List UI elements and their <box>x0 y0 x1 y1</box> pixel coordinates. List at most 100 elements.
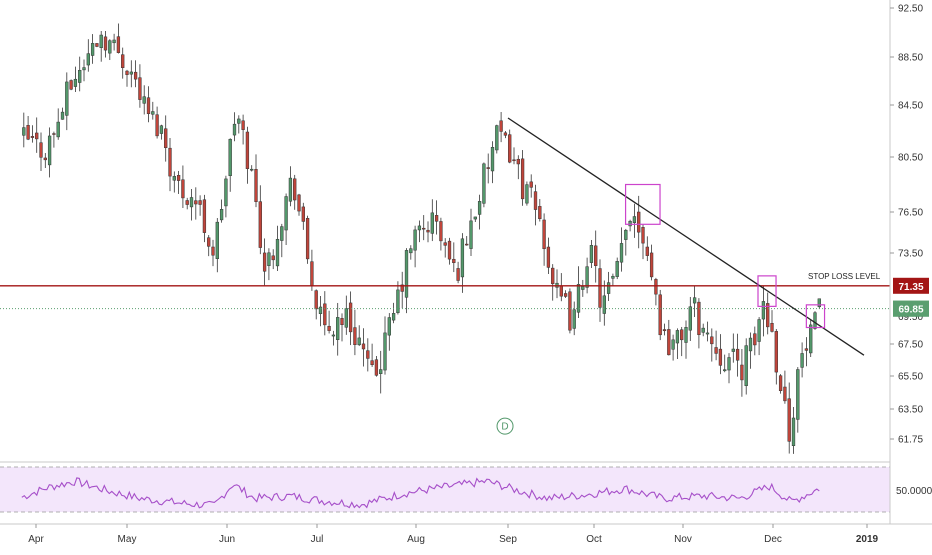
candle-body <box>581 286 584 289</box>
candle-body <box>40 143 43 158</box>
candle-body <box>534 192 537 210</box>
candle-body <box>513 160 516 161</box>
candle-body <box>526 185 529 204</box>
time-tick-label: Jul <box>311 534 324 545</box>
candle-body <box>457 268 460 280</box>
candle-body <box>100 35 103 48</box>
candle-body <box>771 323 774 331</box>
candle-body <box>65 82 68 115</box>
candle-body <box>250 169 253 170</box>
candle-body <box>474 217 477 219</box>
candle-body <box>693 298 696 303</box>
candle-body <box>190 197 193 206</box>
price-line-layer: 69.85 <box>0 301 929 317</box>
candle-body <box>384 333 387 370</box>
time-tick-label: 2019 <box>856 534 879 545</box>
candle-body <box>728 358 731 371</box>
candle-body <box>698 302 701 335</box>
candle-body <box>650 253 653 277</box>
candle-body <box>203 200 206 233</box>
candle-body <box>70 80 73 89</box>
candle-body <box>749 338 752 351</box>
candle-body <box>341 318 344 324</box>
price-tick-label: 92.50 <box>898 4 923 15</box>
candle-body <box>177 175 180 180</box>
candle-body <box>375 360 378 376</box>
candle-body <box>538 206 541 218</box>
candle-body <box>199 201 202 205</box>
candle-body <box>788 399 791 442</box>
candle-body <box>779 376 782 391</box>
candle-body <box>422 228 425 229</box>
candle-body <box>551 268 554 284</box>
candle-body <box>569 292 572 330</box>
candle-body <box>814 313 817 329</box>
candle-body <box>547 247 550 267</box>
candle-body <box>121 55 124 68</box>
candle-body <box>392 313 395 320</box>
candle-body <box>332 335 335 336</box>
candle-body <box>784 387 787 401</box>
candle-body <box>311 262 314 286</box>
candle-body <box>366 351 369 359</box>
candle-body <box>710 337 713 344</box>
candle-body <box>599 269 602 308</box>
candle-body <box>680 330 683 340</box>
candle-body <box>259 202 262 248</box>
candle-body <box>612 276 615 278</box>
time-tick-label: Dec <box>764 534 782 545</box>
time-tick-label: Nov <box>674 534 692 545</box>
candle-body <box>53 134 56 135</box>
candle-body <box>530 182 533 187</box>
candle-body <box>560 286 563 296</box>
candle-body <box>151 112 154 115</box>
candle-body <box>818 299 821 307</box>
price-tick-label: 61.75 <box>898 435 923 446</box>
candle-body <box>169 148 172 176</box>
candle-body <box>285 197 288 230</box>
candle-body <box>182 180 185 198</box>
candle-body <box>805 349 808 351</box>
candle-body <box>345 309 348 328</box>
candle-body <box>48 136 51 165</box>
candle-body <box>130 72 133 74</box>
time-tick-label: Aug <box>407 534 425 545</box>
candle-body <box>83 68 86 70</box>
candle-body <box>276 239 279 266</box>
candle-body <box>495 126 498 150</box>
time-tick-label: Oct <box>586 534 602 545</box>
candle-body <box>242 121 245 130</box>
candle-body <box>801 353 804 367</box>
candle-body <box>263 253 266 271</box>
candle-body <box>715 347 718 353</box>
candle-body <box>233 124 236 135</box>
candle-body <box>521 159 524 199</box>
candle-body <box>164 129 167 148</box>
candle-body <box>207 238 210 247</box>
highlight-box-1 <box>626 185 660 225</box>
stop-loss-value: 71.35 <box>898 282 923 293</box>
candle-body <box>676 330 679 343</box>
candle-body <box>409 249 412 253</box>
candle-body <box>22 128 25 136</box>
candle-body <box>57 122 60 137</box>
candle-body <box>315 291 318 309</box>
candle-body <box>371 361 374 365</box>
candle-body <box>723 370 726 371</box>
candle-body <box>349 303 352 332</box>
candle-body <box>663 330 666 331</box>
candle-body <box>216 222 219 259</box>
candle-body <box>672 340 675 349</box>
candle-body <box>435 215 438 221</box>
candle-body <box>358 338 361 345</box>
candle-body <box>465 244 468 245</box>
candle-body <box>44 158 47 160</box>
candle-body <box>31 136 34 137</box>
candle-body <box>543 220 546 249</box>
candle-body <box>354 328 357 345</box>
price-tick-label: 76.50 <box>898 208 923 219</box>
candle-body <box>564 293 567 296</box>
candle-body <box>607 283 610 294</box>
marker-layer: D <box>497 418 513 434</box>
candle-body <box>461 239 464 277</box>
